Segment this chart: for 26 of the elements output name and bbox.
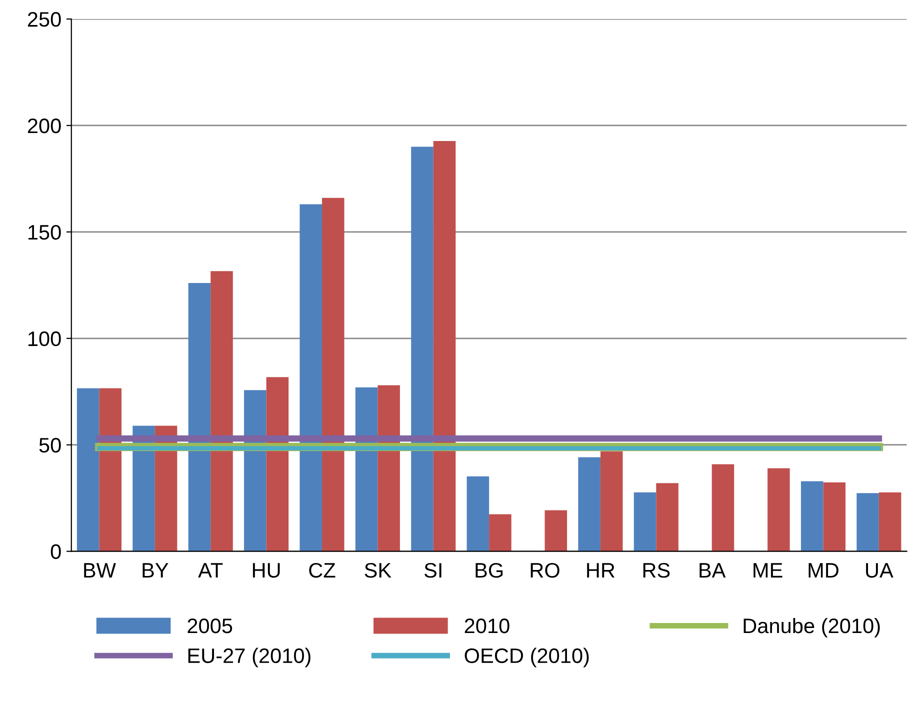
x-tick-label: BG — [476, 562, 503, 578]
x-tick-label: BA — [700, 563, 726, 578]
x-tick-label: BW — [84, 563, 116, 578]
x-tick-label: UA — [866, 563, 894, 578]
x-tick-label: SI — [424, 562, 442, 578]
legend-label: OECD (2010) — [464, 648, 589, 668]
x-tick-label: RO — [530, 562, 560, 578]
legend-label: 2005 — [188, 618, 232, 634]
x-tick-label: RS — [643, 562, 670, 578]
x-tick-label: CZ — [309, 562, 336, 578]
x-tick-label: AT — [198, 563, 223, 578]
y-tick-label: 250 — [28, 12, 61, 27]
y-tick-label: 50 — [39, 438, 61, 453]
y-tick-label: 0 — [50, 544, 61, 560]
x-tick-label: BY — [142, 563, 168, 578]
x-tick-label: MD — [808, 563, 838, 578]
legend-label: 2010 — [464, 618, 510, 634]
x-tick-label: HU — [252, 563, 280, 578]
x-tick-label: SK — [364, 562, 392, 578]
y-tick-label: 100 — [28, 331, 61, 346]
x-tick-label: HR — [587, 563, 615, 578]
y-tick-label: 200 — [28, 118, 61, 134]
x-tick-label: ME — [754, 563, 782, 578]
legend-label: EU-27 (2010) — [188, 648, 310, 668]
legend-label: Danube (2010) — [744, 618, 880, 638]
y-tick-label: 150 — [28, 224, 61, 240]
